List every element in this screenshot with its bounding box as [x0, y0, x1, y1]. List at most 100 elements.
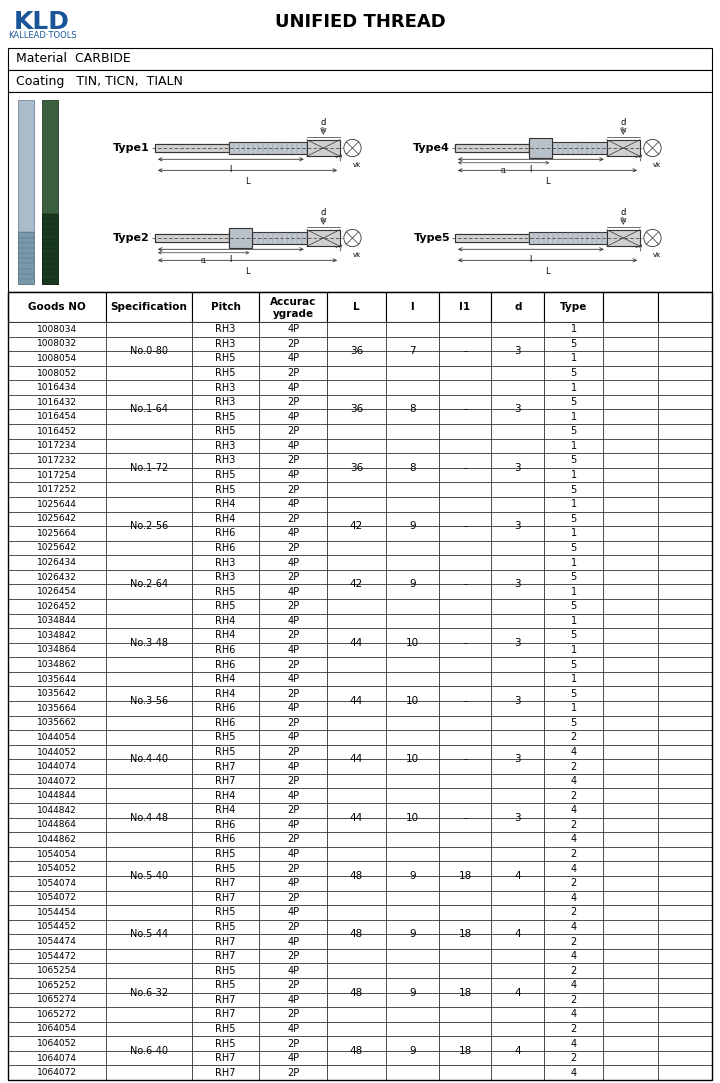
Bar — [192, 482, 259, 497]
Bar — [155, 144, 229, 153]
Text: 4P: 4P — [287, 558, 300, 567]
Bar — [438, 409, 491, 425]
Text: 1044842: 1044842 — [37, 806, 77, 814]
Bar — [544, 642, 603, 657]
Bar — [386, 395, 438, 409]
Bar — [491, 351, 544, 366]
Bar — [386, 585, 438, 599]
Bar — [386, 1007, 438, 1021]
Bar — [192, 657, 259, 671]
Bar — [386, 614, 438, 628]
Bar — [259, 905, 327, 919]
Bar — [107, 351, 192, 366]
Bar — [192, 570, 259, 585]
Bar — [259, 657, 327, 671]
Bar — [603, 905, 657, 919]
Bar — [327, 919, 386, 935]
Bar — [327, 1036, 386, 1051]
Bar — [307, 230, 340, 246]
Bar — [438, 774, 491, 788]
Bar — [107, 671, 192, 687]
Bar — [327, 380, 386, 395]
Text: RH3: RH3 — [215, 397, 235, 407]
Bar — [603, 949, 657, 964]
Bar — [327, 803, 386, 818]
Bar — [259, 366, 327, 380]
Text: 1017252: 1017252 — [37, 485, 77, 494]
Text: 5: 5 — [570, 484, 577, 495]
Bar — [657, 774, 712, 788]
Bar — [657, 1021, 712, 1036]
Text: vk: vk — [353, 251, 361, 258]
Bar — [386, 1036, 438, 1051]
Text: 3: 3 — [515, 404, 521, 415]
Bar — [327, 759, 386, 774]
Bar — [455, 144, 529, 153]
Text: 2: 2 — [570, 966, 577, 976]
Bar — [259, 1021, 327, 1036]
Bar — [657, 366, 712, 380]
Bar — [8, 964, 107, 978]
Bar — [438, 803, 491, 818]
Bar — [8, 978, 107, 992]
Text: No.1-72: No.1-72 — [130, 462, 168, 473]
Bar — [603, 1021, 657, 1036]
Bar — [603, 716, 657, 730]
Bar — [657, 599, 712, 614]
Text: 2: 2 — [570, 732, 577, 743]
Bar — [657, 526, 712, 540]
Bar — [327, 439, 386, 453]
Text: 9: 9 — [409, 929, 415, 939]
Text: 2P: 2P — [287, 951, 300, 961]
Bar — [603, 919, 657, 935]
Bar — [8, 745, 107, 759]
Bar — [386, 978, 438, 992]
Text: ygrade: ygrade — [273, 309, 314, 318]
Text: 5: 5 — [570, 572, 577, 582]
Text: Type2: Type2 — [113, 233, 150, 243]
Bar — [603, 832, 657, 847]
Bar — [259, 292, 327, 322]
Bar — [107, 788, 192, 803]
Bar — [259, 701, 327, 716]
Bar — [603, 847, 657, 861]
Text: 48: 48 — [350, 988, 363, 997]
Text: 2: 2 — [570, 820, 577, 830]
Bar — [107, 1036, 192, 1051]
Bar — [438, 1021, 491, 1036]
Bar — [491, 832, 544, 847]
Text: 1: 1 — [570, 441, 577, 451]
Bar — [544, 292, 603, 322]
Text: RH4: RH4 — [215, 499, 235, 509]
Bar — [438, 482, 491, 497]
Bar — [603, 1051, 657, 1066]
Bar — [603, 759, 657, 774]
Bar — [107, 439, 192, 453]
Bar — [107, 380, 192, 395]
Bar — [544, 1007, 603, 1021]
Text: 1035644: 1035644 — [37, 675, 77, 683]
Bar — [327, 453, 386, 468]
Text: RH4: RH4 — [215, 806, 235, 815]
Text: 44: 44 — [350, 754, 363, 765]
Bar — [107, 642, 192, 657]
Bar — [438, 1007, 491, 1021]
Bar — [544, 322, 603, 337]
Bar — [657, 759, 712, 774]
Bar — [438, 585, 491, 599]
Text: RH5: RH5 — [215, 863, 235, 874]
Bar — [386, 687, 438, 701]
Bar — [657, 556, 712, 570]
Text: 5: 5 — [570, 630, 577, 640]
Bar — [8, 788, 107, 803]
Bar — [491, 511, 544, 526]
Text: 2P: 2P — [287, 397, 300, 407]
Bar — [8, 847, 107, 861]
Bar — [327, 337, 386, 351]
Bar — [107, 716, 192, 730]
Bar — [657, 861, 712, 876]
Text: No.0-80: No.0-80 — [130, 347, 168, 356]
Bar — [657, 949, 712, 964]
Bar — [544, 1021, 603, 1036]
Text: Specification: Specification — [111, 302, 187, 312]
